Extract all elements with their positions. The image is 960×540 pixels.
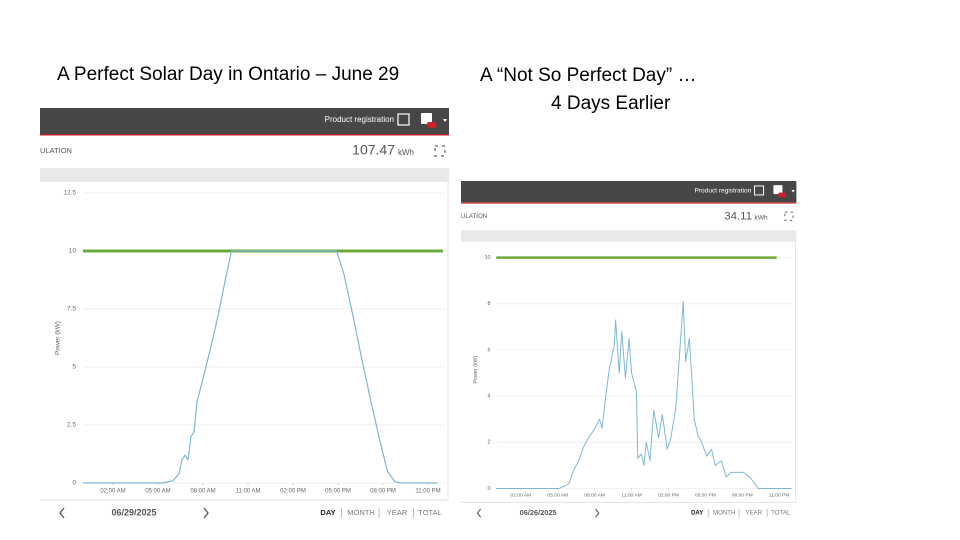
total-unit: kWh: [755, 215, 768, 222]
header-link[interactable]: Product registration: [325, 115, 394, 124]
x-tick-label: 02:00 AM: [510, 492, 531, 498]
top-bar: [40, 108, 449, 134]
x-tick-label: 02:00 AM: [100, 489, 125, 495]
registration-icon[interactable]: [397, 113, 410, 126]
header-link[interactable]: Product registration: [694, 188, 751, 195]
y-tick-label: 10: [485, 255, 491, 261]
x-tick-label: 08:00 AM: [584, 492, 605, 498]
period-tab[interactable]: TOTAL: [771, 510, 791, 517]
x-tick-label: 05:00 PM: [325, 489, 351, 495]
dropdown-caret[interactable]: [443, 119, 447, 122]
prev-arrow[interactable]: [59, 507, 65, 519]
total-unit: kWh: [398, 148, 414, 157]
y-tick-label: 2: [488, 440, 491, 446]
x-tick-label: 11:00 PM: [415, 489, 440, 495]
badge: [778, 192, 786, 198]
top-bar: [461, 181, 797, 203]
y-tick-label: 0: [488, 486, 491, 492]
x-tick-label: 08:00 AM: [190, 489, 215, 495]
fullscreen-icon[interactable]: [434, 145, 446, 157]
divider-band: [40, 168, 449, 182]
y-tick-label: 4: [488, 394, 491, 400]
x-tick-label: 02:00 PM: [658, 492, 679, 498]
y-tick-label: 12.5: [63, 190, 76, 197]
next-arrow[interactable]: [203, 507, 209, 519]
y-tick-label: 0: [72, 480, 76, 487]
period-tab[interactable]: DAY: [320, 508, 335, 517]
x-tick-label: 02:00 PM: [280, 489, 306, 495]
date: 06/29/2025: [111, 507, 156, 517]
x-tick-label: 11:00 AM: [621, 492, 641, 498]
x-tick-label: 05:00 AM: [547, 492, 568, 498]
fullscreen-icon[interactable]: [784, 211, 794, 221]
prev-arrow[interactable]: [476, 508, 482, 518]
x-tick-label: 11:00 PM: [769, 492, 790, 498]
period-tab[interactable]: TOTAL: [418, 508, 441, 517]
top-bar-accent: [40, 134, 449, 136]
y-axis-label: Power (kW): [473, 355, 479, 383]
screenshot: Product registration ULATION 34.11 kWh 0 2 4 6 8…: [461, 181, 797, 519]
next-arrow[interactable]: [595, 508, 600, 518]
user-icon[interactable]: [773, 185, 783, 195]
y-tick-label: 2.5: [67, 422, 76, 429]
slide-title: A “Not So Perfect Day” …: [480, 65, 696, 86]
screenshot: Product registration ULATION 107.47 kWh 0 2.5…: [40, 108, 449, 520]
top-bar-accent: [461, 202, 797, 204]
series-line: [83, 250, 437, 484]
section-label: ULATION: [461, 213, 487, 220]
slide-title: A Perfect Solar Day in Ontario – June 29: [57, 64, 399, 85]
period-tab[interactable]: DAY: [691, 510, 703, 517]
y-axis-label: Power (kW): [55, 321, 62, 355]
slide-title: 4 Days Earlier: [551, 93, 671, 114]
series-line: [496, 300, 792, 489]
x-tick-label: 05:00 AM: [145, 489, 170, 495]
badge: [427, 122, 436, 128]
total: 34.11: [724, 210, 752, 222]
period-tab[interactable]: MONTH: [347, 508, 375, 517]
y-tick-label: 5: [72, 364, 76, 371]
divider-band: [461, 230, 797, 242]
x-tick-label: 08:00 PM: [370, 489, 396, 495]
x-tick-label: 05:00 PM: [695, 492, 716, 498]
x-tick-label: 11:00 AM: [236, 489, 261, 495]
y-tick-label: 6: [488, 347, 491, 353]
y-tick-label: 10: [69, 248, 77, 255]
section-label: ULATION: [40, 146, 72, 155]
x-tick-label: 08:00 PM: [732, 492, 753, 498]
user-icon[interactable]: [421, 113, 432, 124]
date: 06/26/2025: [520, 508, 557, 517]
period-tab[interactable]: YEAR: [387, 508, 408, 517]
dropdown-caret[interactable]: [791, 190, 795, 193]
registration-icon[interactable]: [754, 185, 765, 196]
period-tab[interactable]: MONTH: [713, 510, 736, 517]
y-tick-label: 7.5: [67, 306, 76, 313]
period-tab[interactable]: YEAR: [745, 510, 762, 517]
total: 107.47: [352, 142, 395, 158]
y-tick-label: 8: [488, 301, 491, 307]
